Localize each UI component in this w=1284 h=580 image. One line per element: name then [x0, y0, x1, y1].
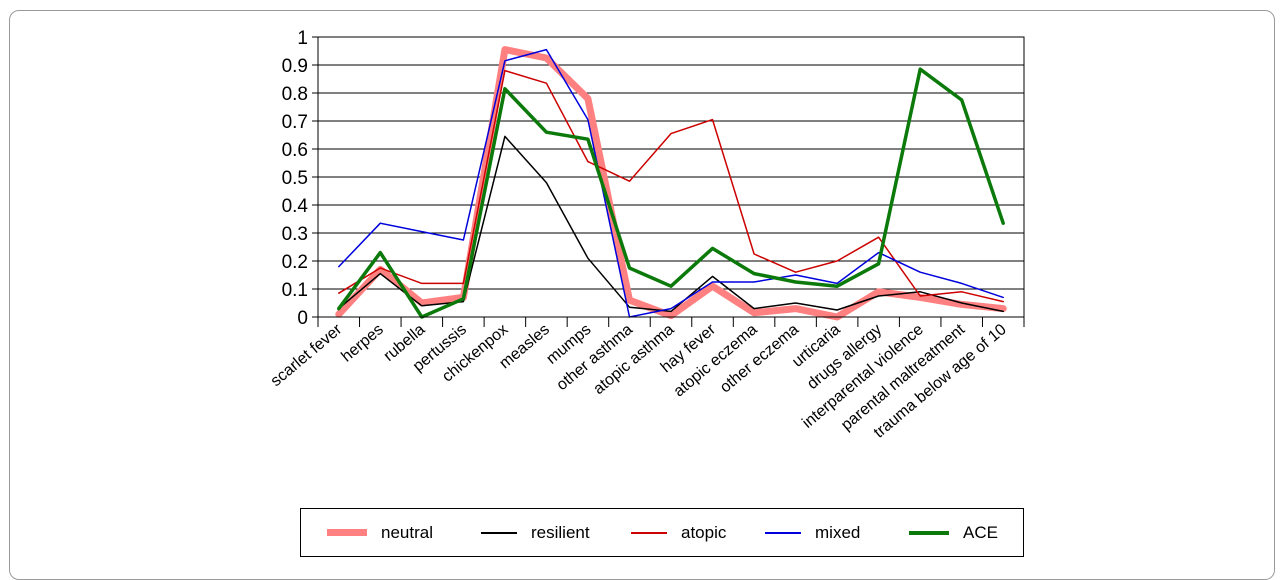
legend-item-resilient: resilient — [481, 509, 590, 556]
y-tick-label: 0.6 — [282, 140, 308, 161]
legend-label-resilient: resilient — [531, 522, 590, 542]
figure-frame — [9, 10, 1275, 580]
y-tick-label: 0 — [297, 308, 308, 329]
y-tick-label: 0.5 — [282, 168, 308, 189]
x-tick-label: scarlet fever — [268, 321, 346, 390]
legend-label-mixed: mixed — [815, 522, 861, 542]
y-tick-label: 0.1 — [282, 280, 308, 301]
legend-item-ace: ACE — [909, 509, 998, 556]
gridlines — [318, 64, 1024, 290]
y-tick-label: 0.9 — [282, 56, 308, 77]
legend-item-neutral: neutral — [327, 509, 433, 556]
legend-swatch-neutral — [327, 529, 367, 536]
series-line-ace — [337, 67, 1005, 319]
legend-item-atopic: atopic — [631, 509, 726, 556]
series-lines — [335, 46, 1007, 321]
legend-label-ace: ACE — [963, 522, 998, 542]
legend-swatch-resilient — [481, 531, 517, 534]
y-tick-label: 0.4 — [282, 196, 309, 217]
legend-item-mixed: mixed — [765, 509, 860, 556]
x-tick-label: herpes — [338, 321, 386, 365]
series-line-atopic — [338, 69, 1004, 303]
y-tick-label: 0.2 — [282, 252, 308, 273]
x-axis: scarlet feverherpesrubellapertussischick… — [268, 317, 1025, 442]
y-tick-label: 0.8 — [282, 84, 308, 105]
legend-label-neutral: neutral — [381, 522, 433, 542]
line-chart: 0 0.1 0.2 0.3 0.4 0.5 0.6 0.7 0.8 0.9 1 scarlet fe… — [268, 28, 1025, 442]
legend-label-atopic: atopic — [681, 522, 727, 542]
legend: neutral resilient atopic mixed ACE — [300, 508, 1024, 557]
legend-swatch-mixed — [765, 531, 801, 534]
legend-swatch-atopic — [631, 531, 667, 534]
y-axis: 0 0.1 0.2 0.3 0.4 0.5 0.6 0.7 0.8 0.9 1 — [282, 28, 318, 329]
legend-swatch-ace — [909, 530, 949, 535]
y-tick-label: 0.7 — [282, 112, 308, 133]
y-tick-label: 0.3 — [282, 224, 308, 245]
series-line-neutral — [335, 46, 1007, 321]
y-tick-label: 1 — [297, 28, 308, 49]
series-line-mixed — [338, 48, 1004, 318]
